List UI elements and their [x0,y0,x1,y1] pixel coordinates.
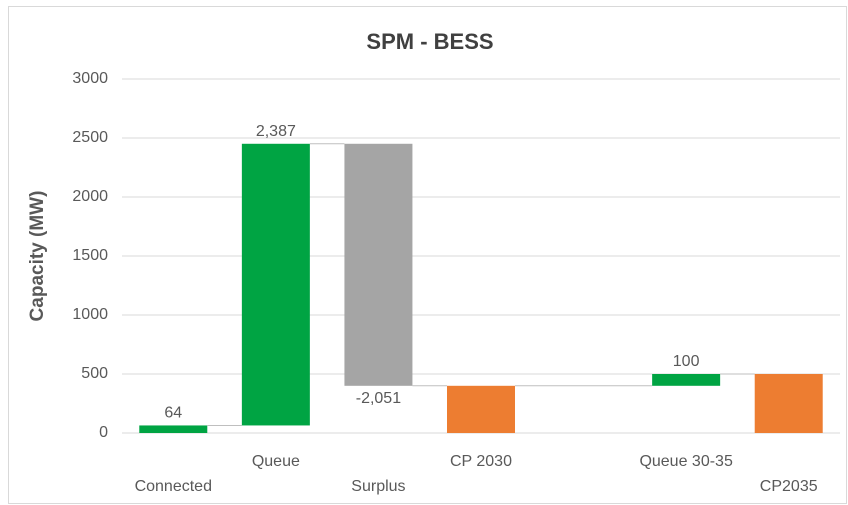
y-tick-label: 2000 [72,188,108,205]
bar [241,143,310,426]
y-tick-label: 2500 [72,129,108,146]
y-tick-label: 1000 [72,306,108,323]
x-tick-label: Connected [135,478,212,495]
bar [447,385,515,433]
chart-frame [8,6,847,504]
bar [754,374,823,433]
data-label: 64 [164,405,182,422]
data-label: 100 [673,353,700,370]
bar [139,425,208,433]
x-tick-label: CP 2030 [450,453,512,470]
x-tick-label: CP2035 [760,478,818,495]
y-tick-label: 0 [99,424,108,441]
y-tick-label: 3000 [72,70,108,87]
bar [652,374,721,386]
data-label: 2,387 [256,123,296,140]
x-tick-label: Queue [252,453,300,470]
x-tick-label: Queue 30-35 [639,453,733,470]
chart-title: SPM - BESS [366,29,493,54]
y-tick-label: 500 [81,365,108,382]
data-label: -2,051 [356,390,401,407]
x-tick-label: Surplus [351,478,405,495]
y-tick-label: 1500 [72,247,108,264]
y-axis-label: Capacity (MW) [27,191,48,322]
bar [344,143,413,386]
